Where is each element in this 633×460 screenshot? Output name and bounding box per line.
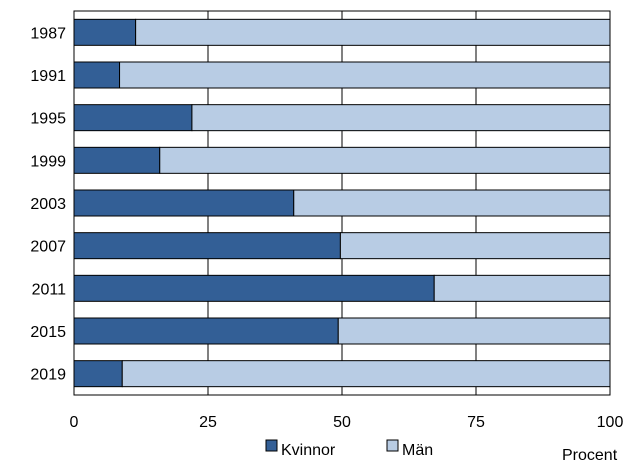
bar-1995-kvinnor (73, 104, 193, 132)
bar-2019-kvinnor (73, 360, 123, 388)
bar-1991-kvinnor (73, 61, 121, 89)
y-tick-label-2007: 2007 (30, 239, 66, 256)
bar-2011-man (433, 274, 611, 302)
x-tick-label-100: 100 (597, 414, 624, 431)
y-tick-label-2015: 2015 (30, 324, 66, 341)
x-tick-label-50: 50 (333, 414, 351, 431)
bar-2019-man (121, 360, 611, 388)
y-tick-label-1999: 1999 (30, 153, 66, 170)
legend: Kvinnor Män (265, 439, 433, 459)
x-tick-label-0: 0 (70, 414, 79, 431)
x-tick-label-25: 25 (199, 414, 217, 431)
y-tick-label-2011: 2011 (32, 281, 67, 298)
legend-swatch-man (386, 439, 399, 452)
bars (73, 18, 611, 388)
bar-2003-man (293, 189, 611, 217)
x-axis-title: Procent (562, 447, 618, 460)
y-axis-labels: 1987 1991 1995 1999 2003 2007 2011 2015 2019 (30, 25, 66, 383)
y-tick-label-1995: 1995 (30, 111, 66, 128)
plot-frame (73, 10, 611, 396)
x-axis-labels: 0 25 50 75 100 (70, 414, 624, 431)
y-tick-label-2003: 2003 (30, 196, 66, 213)
bar-2015-kvinnor (73, 317, 339, 345)
bar-2003-kvinnor (73, 189, 295, 217)
legend-swatch-kvinnor (265, 439, 278, 452)
bar-1987-man (135, 18, 611, 46)
bar-2007-man (339, 232, 611, 260)
bar-1995-man (191, 104, 611, 132)
bar-1991-man (119, 61, 611, 89)
x-tick-label-75: 75 (467, 414, 485, 431)
bar-2011-kvinnor (73, 274, 435, 302)
bar-1999-man (159, 146, 611, 174)
bar-1999-kvinnor (73, 146, 161, 174)
bar-2007-kvinnor (73, 232, 341, 260)
legend-label-kvinnor: Kvinnor (281, 442, 336, 459)
y-tick-label-1987: 1987 (30, 25, 66, 42)
bar-2015-man (337, 317, 611, 345)
y-tick-label-2019: 2019 (30, 367, 66, 384)
bar-1987-kvinnor (73, 18, 137, 46)
legend-label-man: Män (402, 442, 433, 459)
y-tick-label-1991: 1991 (30, 68, 66, 85)
